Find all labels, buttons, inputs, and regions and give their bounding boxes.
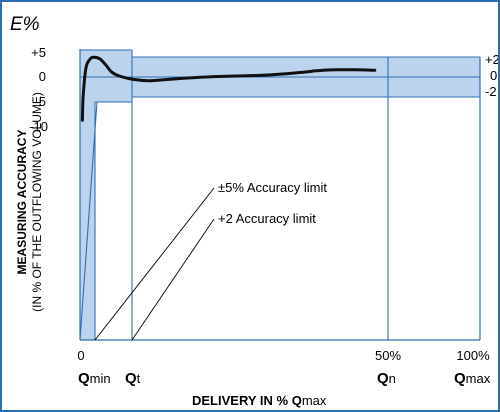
y-axis-label-line2: (IN % OF THE OUTFLOWING VOLUME): [30, 92, 44, 312]
marker-qmax: Qmax: [454, 370, 491, 387]
annotation-5pct-limit: ±5% Accuracy limit: [218, 180, 327, 195]
right-tick-plus2: +2: [485, 52, 498, 67]
right-tick-minus2: -2: [485, 84, 497, 99]
y-axis-label-line1: MEASURING ACCURACY: [15, 130, 29, 275]
x-tick-0: 0: [77, 348, 84, 363]
y-axis-label: MEASURING ACCURACY (IN % OF THE OUTFLOWI…: [15, 92, 44, 312]
left-tick-0: 0: [39, 69, 46, 84]
band-boundary-lines: [79, 49, 480, 341]
marker-qn: Qn: [377, 370, 396, 387]
annotation-2pct-limit: +2 Accuracy limit: [218, 211, 316, 226]
corner-label: E%: [10, 14, 40, 35]
left-tick-plus5: +5: [31, 45, 46, 60]
leader-2pct: [131, 218, 215, 341]
marker-qmin: Qmin: [78, 370, 111, 387]
marker-qt: Qt: [125, 370, 141, 387]
x-axis-label: DELIVERY IN % Qmax: [192, 393, 327, 408]
annotation-leader-lines: [94, 187, 215, 341]
right-tick-0: 0: [490, 68, 497, 83]
left-tick-minus5: -5: [34, 94, 46, 109]
leader-5pct: [94, 187, 215, 341]
accuracy-curve: [80, 55, 377, 122]
left-tick-minus10: -10: [29, 119, 48, 134]
x-tick-100pct: 100%: [456, 348, 490, 363]
x-tick-50pct: 50%: [375, 348, 401, 363]
band-wedge-edge: [79, 101, 98, 341]
low-flow-tolerance-band: [80, 50, 132, 340]
vertical-guide-lines: [94, 50, 389, 340]
